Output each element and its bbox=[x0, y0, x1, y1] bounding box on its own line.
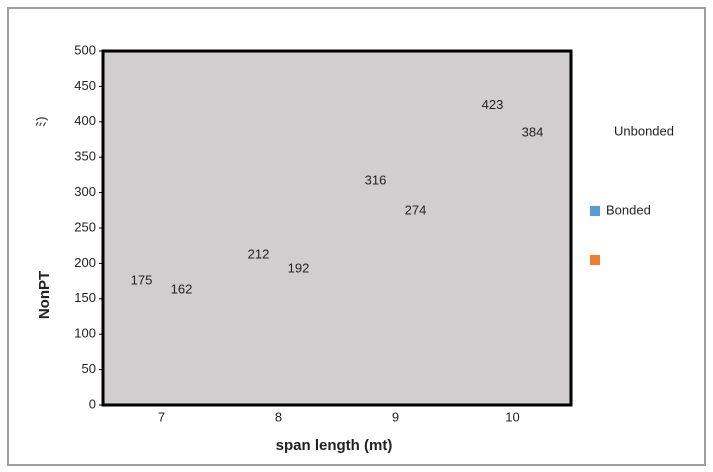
legend-swatch bbox=[590, 206, 600, 216]
value-label: 384 bbox=[522, 125, 544, 140]
x-tick-label: 7 bbox=[158, 409, 165, 424]
annotation: Unbonded bbox=[614, 123, 674, 138]
value-label: 175 bbox=[131, 273, 153, 288]
y-tick-label: 0 bbox=[89, 396, 96, 411]
y-tick-label: 200 bbox=[74, 255, 96, 270]
y-tick-label: 150 bbox=[74, 290, 96, 305]
y-tick-label: 400 bbox=[74, 113, 96, 128]
legend-label: Bonded bbox=[606, 202, 651, 217]
x-tick-label: 9 bbox=[392, 409, 399, 424]
y-tick-label: 50 bbox=[82, 361, 96, 376]
y-tick-label: 450 bbox=[74, 78, 96, 93]
plot-area bbox=[101, 49, 573, 407]
y-axis-title-fragment: ﾐ) bbox=[33, 117, 48, 128]
value-label: 274 bbox=[405, 202, 427, 217]
value-label: 316 bbox=[365, 173, 387, 188]
x-axis-title: span length (mt) bbox=[276, 437, 393, 454]
y-tick-label: 350 bbox=[74, 149, 96, 164]
value-label: 162 bbox=[171, 282, 193, 297]
x-tick-label: 8 bbox=[275, 409, 282, 424]
value-label: 423 bbox=[482, 97, 504, 112]
y-tick-label: 100 bbox=[74, 326, 96, 341]
y-axis-title: NonPT bbox=[36, 271, 53, 319]
x-tick-label: 10 bbox=[505, 409, 519, 424]
legend-swatch bbox=[590, 255, 600, 265]
y-tick-label: 250 bbox=[74, 219, 96, 234]
value-label: 212 bbox=[248, 246, 270, 261]
y-tick-label: 300 bbox=[74, 184, 96, 199]
value-label: 192 bbox=[288, 261, 310, 276]
y-tick-label: 500 bbox=[74, 42, 96, 57]
